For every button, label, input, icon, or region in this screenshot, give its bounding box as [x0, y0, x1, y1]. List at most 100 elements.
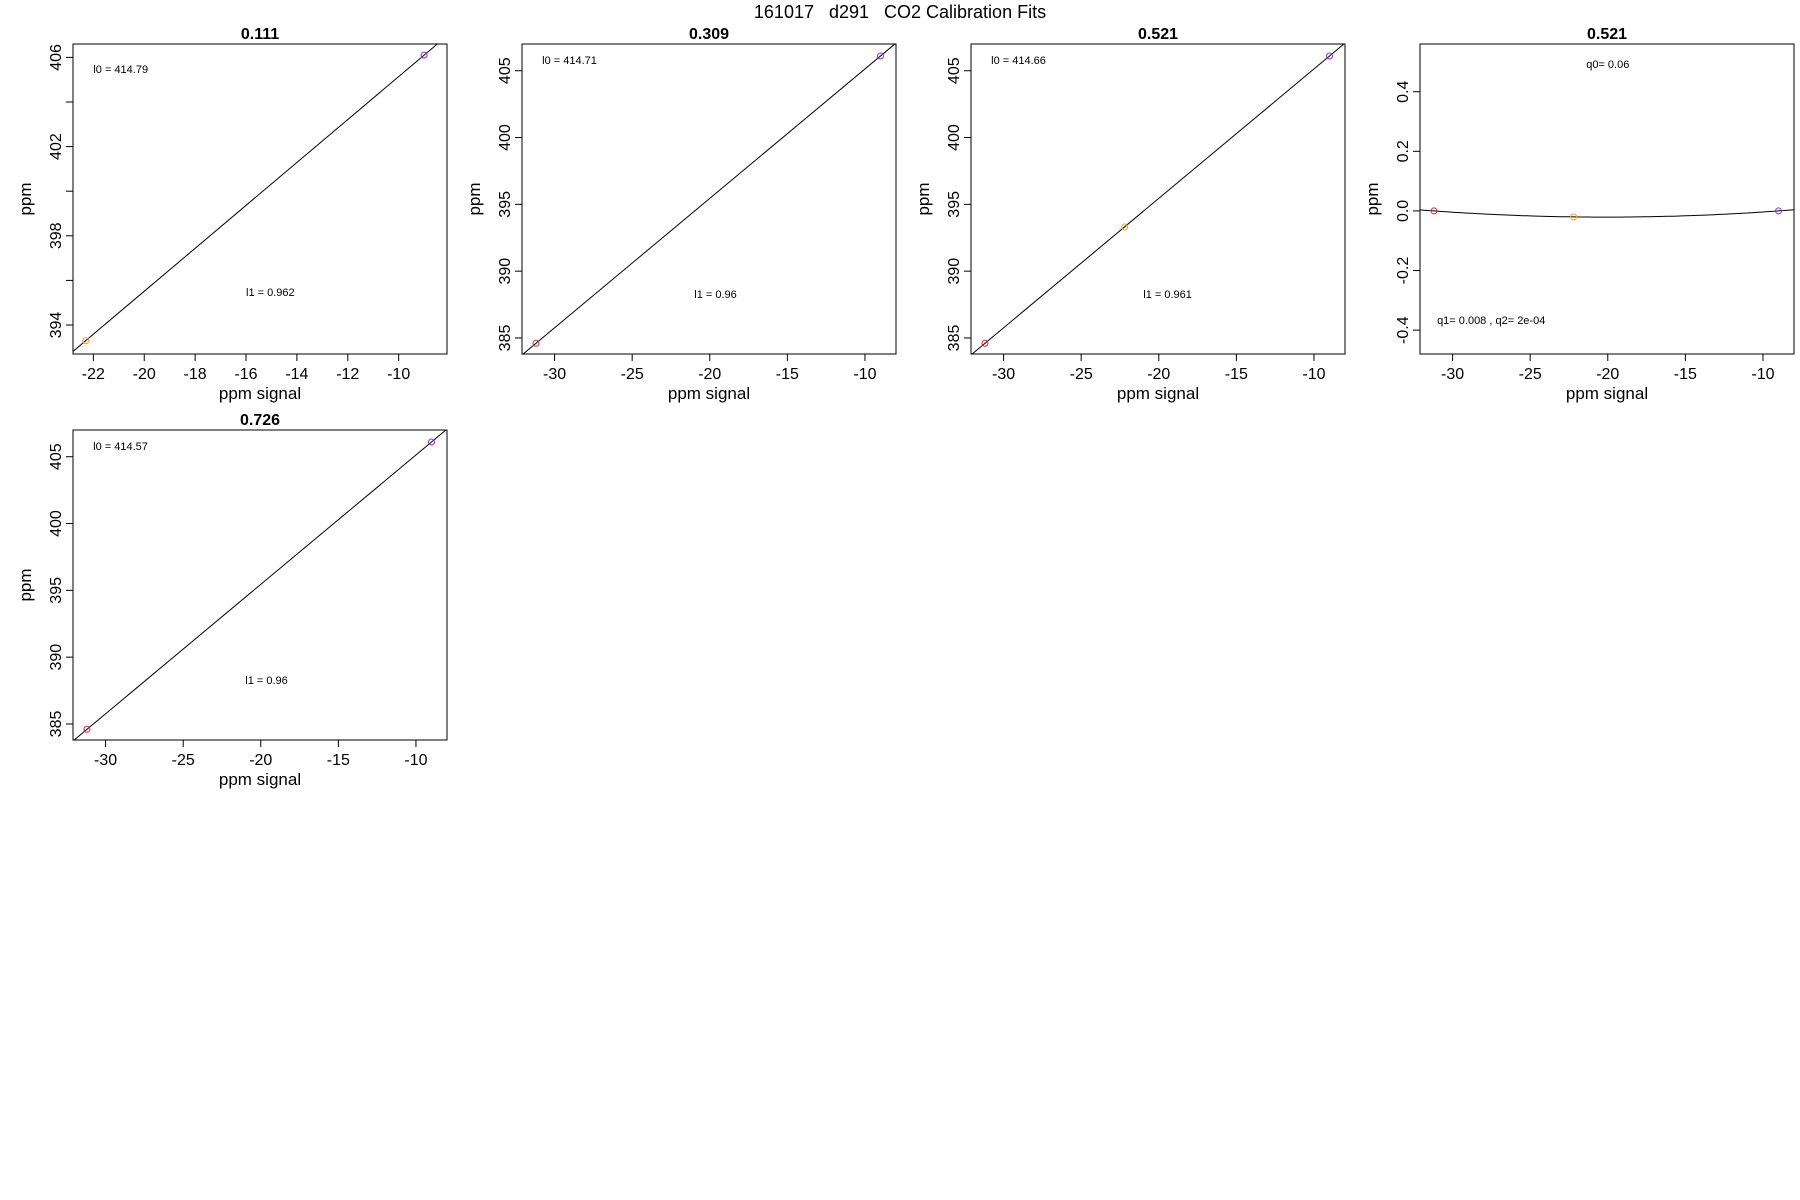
plot-frame	[1419, 43, 1795, 355]
x-tick-label: -30	[992, 366, 1015, 383]
y-tick-label: 390	[497, 258, 514, 285]
x-tick-label: -20	[1147, 366, 1170, 383]
x-tick-label: -22	[82, 366, 105, 383]
x-tick-label: -20	[698, 366, 721, 383]
x-axis-label: ppm signal	[668, 384, 750, 403]
x-tick-label: -20	[1596, 366, 1619, 383]
data-point	[1121, 223, 1129, 231]
fit-annotation: l0 = 414.79	[93, 64, 148, 76]
x-tick-label: -12	[336, 366, 359, 383]
fit-curve	[1420, 209, 1794, 218]
x-tick-label: -20	[133, 366, 156, 383]
y-tick-label: 400	[48, 510, 65, 537]
x-tick-label: -15	[776, 366, 799, 383]
x-tick-label: -25	[621, 366, 644, 383]
y-tick-label: 400	[497, 124, 514, 151]
fit-annotation: q0= 0.06	[1586, 59, 1629, 71]
fit-annotation: l1 = 0.96	[694, 289, 737, 301]
panel-title: 0.111	[241, 26, 279, 43]
y-tick-label: 398	[48, 222, 65, 249]
y-tick-label: 405	[497, 57, 514, 84]
x-tick-label: -18	[184, 366, 207, 383]
y-tick-label: 385	[946, 325, 963, 352]
y-tick-label: 0.0	[1395, 200, 1412, 222]
plot-area	[1420, 207, 1794, 221]
fit-line	[971, 44, 1345, 354]
x-tick-label: -10	[404, 752, 427, 769]
fit-annotation: l1 = 0.96	[245, 675, 288, 687]
y-tick-label: 395	[48, 577, 65, 604]
y-tick-label: 0.2	[1395, 140, 1412, 162]
data-point	[83, 725, 91, 733]
chart-panel-1: 0.111 -22 -20 -18 -16 -14 -12 -10 394 398 402 406 pp…	[16, 26, 448, 403]
data-point	[1570, 213, 1578, 221]
x-axis-label: ppm signal	[1566, 384, 1648, 403]
x-tick-label: -10	[1751, 366, 1774, 383]
y-tick-label: 385	[497, 325, 514, 352]
x-axis-label: ppm signal	[219, 770, 301, 789]
x-tick-label: -25	[1070, 366, 1093, 383]
y-tick-label: 405	[946, 57, 963, 84]
chart-panel-3: 0.521 -30 -25 -20 -15 -10 385 390 395 400 405 ppm s…	[914, 26, 1346, 403]
x-tick-label: -15	[1674, 366, 1697, 383]
y-tick-label: 395	[497, 191, 514, 218]
x-tick-label: -25	[1519, 366, 1542, 383]
y-tick-label: 406	[48, 44, 65, 71]
fit-line	[522, 44, 896, 354]
x-tick-label: -14	[285, 366, 308, 383]
y-axis-label: ppm	[914, 182, 933, 215]
data-point	[420, 51, 428, 59]
x-tick-label: -10	[853, 366, 876, 383]
y-tick-label: 385	[48, 711, 65, 738]
plot-area	[971, 44, 1345, 354]
plot-area	[73, 44, 439, 352]
fit-annotation: q1= 0.008 , q2= 2e-04	[1437, 315, 1545, 327]
y-tick-label: 394	[48, 312, 65, 339]
x-tick-label: -16	[234, 366, 257, 383]
plot-frame	[970, 43, 1346, 355]
y-tick-label: -0.2	[1395, 257, 1412, 285]
plot-frame	[72, 429, 448, 741]
y-tick-label: 402	[48, 133, 65, 160]
x-tick-label: -30	[1441, 366, 1464, 383]
plot-area	[73, 430, 447, 740]
data-point	[532, 339, 540, 347]
y-axis-label: ppm	[16, 182, 35, 215]
data-point	[427, 438, 435, 446]
y-tick-label: 0.4	[1395, 80, 1412, 102]
y-tick-label: 390	[48, 644, 65, 671]
y-axis-label: ppm	[16, 568, 35, 601]
data-point	[981, 339, 989, 347]
data-point	[876, 52, 884, 60]
x-axis-label: ppm signal	[219, 384, 301, 403]
x-tick-label: -10	[1302, 366, 1325, 383]
chart-panel-5: 0.726 -30 -25 -20 -15 -10 385 390 395 400 405 ppm s…	[16, 412, 448, 789]
panel-title: 0.726	[240, 412, 280, 429]
fit-line	[73, 44, 439, 352]
fit-annotation: l1 = 0.962	[246, 287, 295, 299]
x-tick-label: -15	[1225, 366, 1248, 383]
fit-line	[73, 430, 447, 740]
figure-title: 161017 d291 CO2 Calibration Fits	[753, 2, 1047, 22]
panel-title: 0.521	[1587, 26, 1627, 43]
chart-panel-4: 0.521 -30 -25 -20 -15 -10 -0.4 -0.2 0.0 0.2 0.4 ppm…	[1363, 26, 1795, 403]
data-point	[1325, 52, 1333, 60]
x-tick-label: -25	[172, 752, 195, 769]
x-tick-label: -30	[94, 752, 117, 769]
x-axis-label: ppm signal	[1117, 384, 1199, 403]
x-tick-label: -20	[249, 752, 272, 769]
y-axis-label: ppm	[1363, 182, 1382, 215]
x-tick-label: -30	[543, 366, 566, 383]
y-tick-label: 390	[946, 258, 963, 285]
y-tick-label: 405	[48, 443, 65, 470]
data-point	[82, 337, 90, 345]
fit-annotation: l0 = 414.66	[991, 55, 1046, 67]
data-point	[1774, 207, 1782, 215]
y-tick-label: 400	[946, 124, 963, 151]
y-tick-label: -0.4	[1395, 316, 1412, 344]
data-point	[1430, 207, 1438, 215]
y-axis-label: ppm	[465, 182, 484, 215]
plot-frame	[72, 43, 448, 355]
fit-annotation: l0 = 414.57	[93, 441, 148, 453]
